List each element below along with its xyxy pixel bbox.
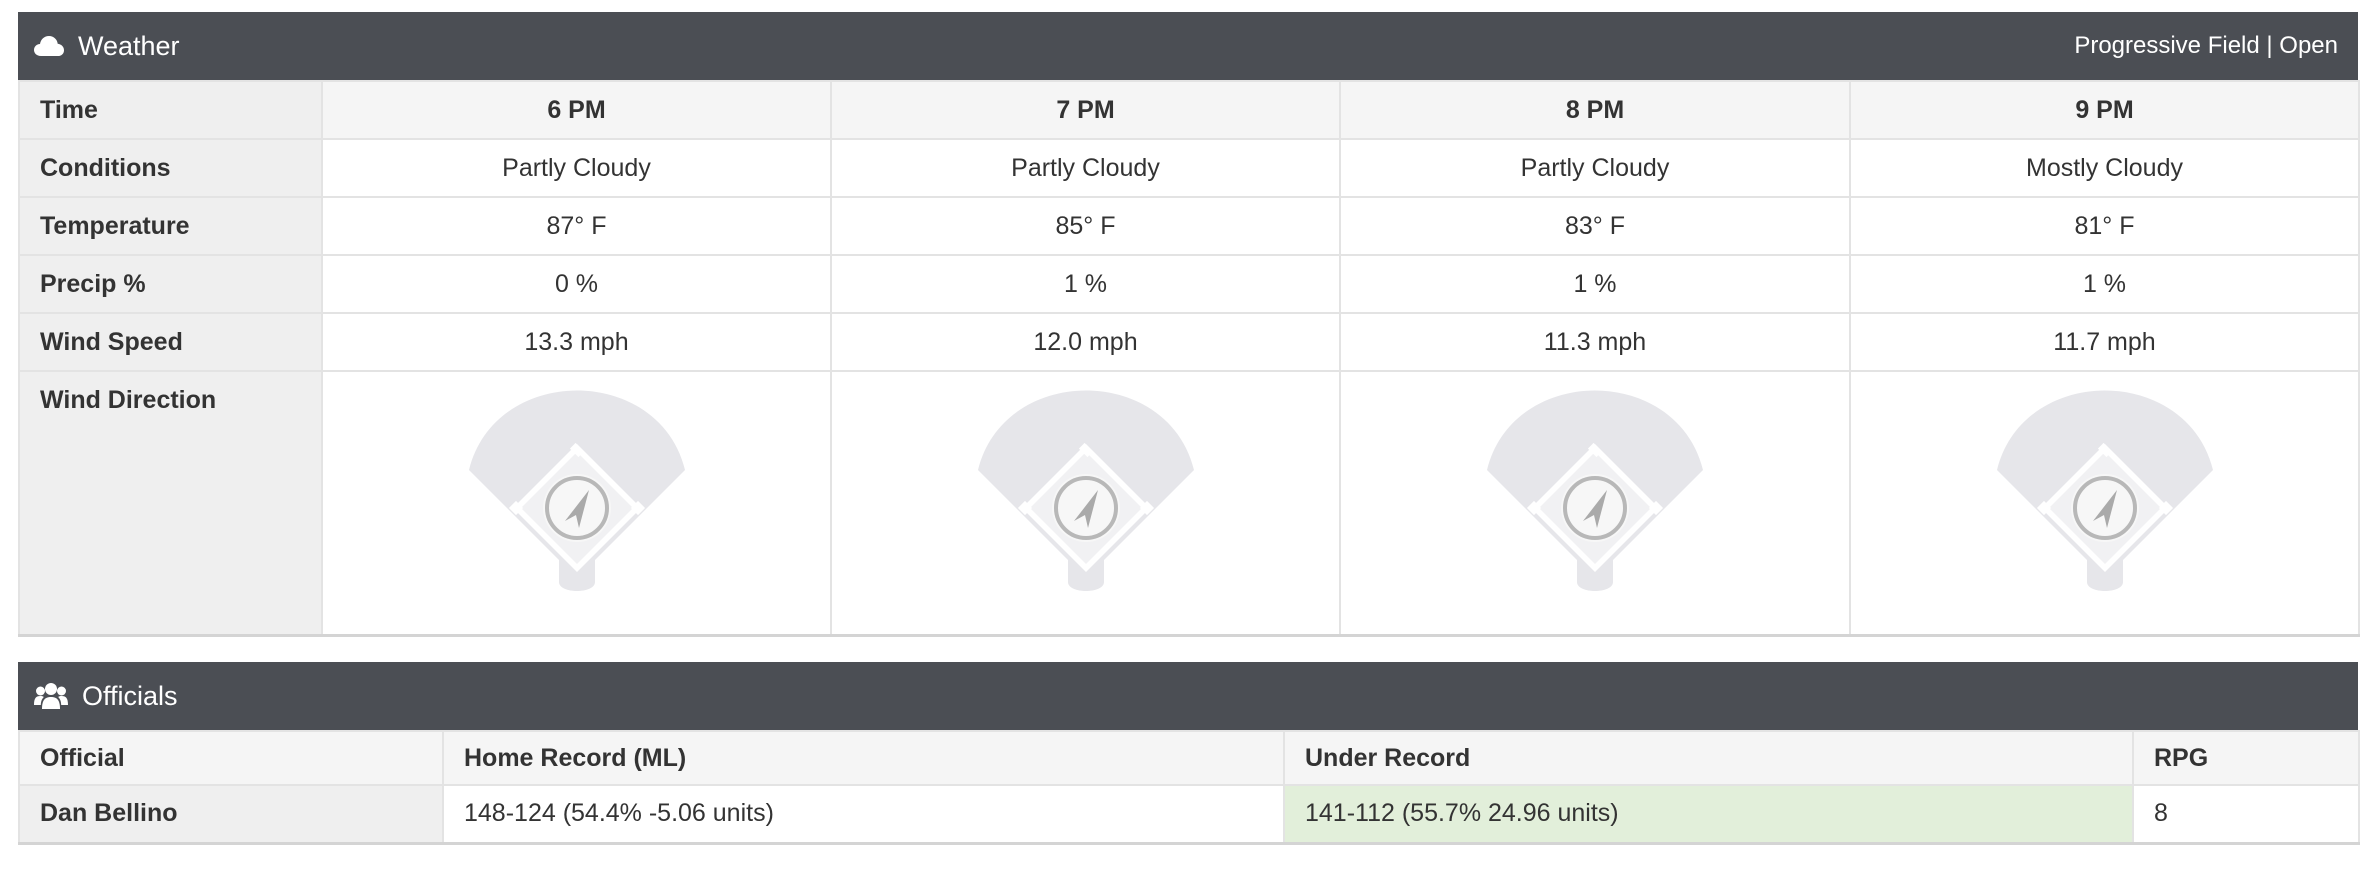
officials-title: Officials (82, 680, 178, 711)
baseball-field-icon (1473, 382, 1717, 611)
conditions-cell: Partly Cloudy (321, 138, 832, 198)
temperature-cell: 83° F (1339, 196, 1851, 256)
column-header: Home Record (ML) (442, 730, 1285, 786)
conditions-cell: Mostly Cloudy (1849, 138, 2360, 198)
weather-title: Weather (78, 30, 180, 61)
officials-header: Officials (18, 662, 2358, 730)
time-cell: 7 PM (830, 80, 1341, 140)
wind-direction-cell (1849, 370, 2360, 636)
time-row: Time 6 PM 7 PM 8 PM 9 PM (18, 80, 2360, 140)
precip-cell: 0 % (321, 254, 832, 314)
users-icon (34, 682, 68, 710)
wind-speed-cell: 11.3 mph (1339, 312, 1851, 372)
precip-cell: 1 % (1339, 254, 1851, 314)
temperature-cell: 85° F (830, 196, 1341, 256)
wind-speed-cell: 12.0 mph (830, 312, 1341, 372)
home-record-cell: 148-124 (54.4% -5.06 units) (442, 784, 1285, 844)
precip-row: Precip % 0 % 1 % 1 % 1 % (18, 254, 2360, 314)
wind-direction-cell (830, 370, 1341, 636)
table-row: Dan Bellino 148-124 (54.4% -5.06 units) … (18, 784, 2360, 844)
wind-speed-cell: 13.3 mph (321, 312, 832, 372)
baseball-field-icon (455, 382, 699, 611)
precip-cell: 1 % (1849, 254, 2360, 314)
conditions-cell: Partly Cloudy (1339, 138, 1851, 198)
conditions-label: Conditions (18, 138, 323, 198)
temperature-cell: 81° F (1849, 196, 2360, 256)
baseball-field-icon (1983, 382, 2227, 611)
officials-panel: Officials Official Home Record (ML) Unde… (18, 662, 2360, 845)
wind-direction-cell (321, 370, 832, 636)
time-cell: 8 PM (1339, 80, 1851, 140)
wind-speed-label: Wind Speed (18, 312, 323, 372)
temperature-label: Temperature (18, 196, 323, 256)
column-header: RPG (2132, 730, 2360, 786)
column-header: Official (18, 730, 444, 786)
weather-table: Time 6 PM 7 PM 8 PM 9 PM Conditions Part… (18, 80, 2360, 637)
time-cell: 6 PM (321, 80, 832, 140)
official-name: Dan Bellino (18, 784, 444, 844)
rpg-cell: 8 (2132, 784, 2360, 844)
cloud-icon (34, 35, 64, 57)
conditions-cell: Partly Cloudy (830, 138, 1341, 198)
conditions-row: Conditions Partly Cloudy Partly Cloudy P… (18, 138, 2360, 198)
temperature-cell: 87° F (321, 196, 832, 256)
precip-cell: 1 % (830, 254, 1341, 314)
venue-label: Progressive Field | Open (2074, 32, 2338, 59)
column-header: Under Record (1283, 730, 2134, 786)
wind-direction-cell (1339, 370, 1851, 636)
time-cell: 9 PM (1849, 80, 2360, 140)
precip-label: Precip % (18, 254, 323, 314)
under-record-cell: 141-112 (55.7% 24.96 units) (1283, 784, 2134, 844)
officials-header-row: Official Home Record (ML) Under Record R… (18, 730, 2360, 786)
time-label: Time (18, 80, 323, 140)
wind-direction-row: Wind Direction (18, 370, 2360, 636)
wind-speed-row: Wind Speed 13.3 mph 12.0 mph 11.3 mph 11… (18, 312, 2360, 372)
weather-header: Weather Progressive Field | Open (18, 12, 2358, 80)
wind-direction-label: Wind Direction (18, 370, 323, 636)
temperature-row: Temperature 87° F 85° F 83° F 81° F (18, 196, 2360, 256)
weather-panel: Weather Progressive Field | Open Time 6 … (18, 12, 2360, 637)
officials-table: Official Home Record (ML) Under Record R… (18, 730, 2360, 845)
baseball-field-icon (964, 382, 1208, 611)
wind-speed-cell: 11.7 mph (1849, 312, 2360, 372)
